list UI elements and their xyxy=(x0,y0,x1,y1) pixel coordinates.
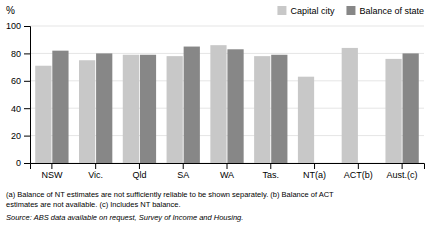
y-tick: 40 xyxy=(11,104,30,114)
x-tick-mark xyxy=(183,163,184,169)
chart: 0 20 40 60 80 100 NSW Vic. Qld SA WA Tas. NT(a) ACT(b… xyxy=(0,0,434,227)
x-tick: ACT(b) xyxy=(344,163,373,180)
y-tick: 20 xyxy=(11,131,30,141)
footnote: (a) Balance of NT estimates are not suff… xyxy=(6,190,334,199)
x-tick-label: Qld xyxy=(132,170,146,180)
x-tick: NSW xyxy=(41,163,63,180)
x-tick: Vic. xyxy=(88,163,103,180)
grid xyxy=(30,26,424,163)
legend: Capital city Balance of state xyxy=(277,6,424,16)
x-tick-mark xyxy=(314,163,315,169)
x-tick-label: SA xyxy=(177,170,189,180)
legend-item: Capital city xyxy=(277,6,335,16)
bar xyxy=(35,66,51,163)
x-tick: Aust.(c) xyxy=(387,163,418,180)
y-tick-mark xyxy=(24,108,30,109)
bar xyxy=(385,59,401,163)
bar xyxy=(298,77,314,163)
y-tick-label: 100 xyxy=(6,21,21,31)
legend-label: Balance of state xyxy=(359,6,424,16)
bar xyxy=(403,53,419,163)
x-tick-mark xyxy=(270,163,271,169)
bar xyxy=(227,49,243,163)
y-tick-label: 40 xyxy=(11,104,21,114)
y-tick: 100 xyxy=(6,21,30,31)
x-tick: Qld xyxy=(132,163,146,180)
x-tick: NT(a) xyxy=(303,163,326,180)
legend-swatch xyxy=(277,6,286,15)
y-tick-mark xyxy=(24,136,30,137)
y-tick-mark xyxy=(24,53,30,54)
x-tick-mark xyxy=(51,163,52,169)
y-tick: 80 xyxy=(11,49,30,59)
x-tick: WA xyxy=(220,163,234,180)
x-axis-line xyxy=(31,164,425,170)
y-tick-label: 80 xyxy=(11,49,21,59)
y-tick-label: 60 xyxy=(11,76,21,86)
bar xyxy=(184,47,200,163)
x-tick-label: Vic. xyxy=(88,170,103,180)
y-tick: 60 xyxy=(11,76,30,86)
y-tick: 0 xyxy=(16,158,30,168)
y-tick-mark xyxy=(24,26,30,27)
x-tick-label: Tas. xyxy=(263,170,280,180)
y-tick-label: 0 xyxy=(16,158,21,168)
x-tick-mark xyxy=(139,163,140,169)
x-tick-mark xyxy=(95,163,96,169)
grid-line xyxy=(30,26,424,27)
legend-swatch xyxy=(346,6,355,15)
x-tick-label: NSW xyxy=(41,170,63,180)
footnote: Source: ABS data available on request, S… xyxy=(6,213,243,222)
x-tick-mark xyxy=(227,163,228,169)
y-axis-label: % xyxy=(6,5,15,16)
x-tick-label: Aust.(c) xyxy=(387,170,418,180)
x-tick-label: ACT(b) xyxy=(344,170,373,180)
bars xyxy=(35,45,419,163)
bar xyxy=(342,48,358,163)
bar xyxy=(140,55,156,163)
bar xyxy=(210,45,226,163)
x-tick: Tas. xyxy=(263,163,280,180)
bar xyxy=(123,55,139,163)
y-axis-line xyxy=(24,27,31,164)
y-axis: 0 20 40 60 80 100 xyxy=(6,21,31,168)
legend-item: Balance of state xyxy=(346,6,424,16)
y-tick-mark xyxy=(24,163,30,164)
bar xyxy=(271,55,287,163)
y-tick-label: 20 xyxy=(11,131,21,141)
bar xyxy=(52,51,68,163)
x-axis: NSW Vic. Qld SA WA Tas. NT(a) ACT(b) Aust.(c) xyxy=(31,163,425,180)
plot: 0 20 40 60 80 100 NSW Vic. Qld SA WA Tas. NT(a) ACT(b… xyxy=(6,21,425,180)
bar xyxy=(167,56,183,163)
y-tick-mark xyxy=(24,81,30,82)
bar xyxy=(96,53,112,163)
bar xyxy=(254,56,270,163)
bar xyxy=(79,60,95,163)
legend-label: Capital city xyxy=(290,6,335,16)
x-tick-mark xyxy=(402,163,403,169)
x-tick: SA xyxy=(177,163,189,180)
x-tick-mark xyxy=(358,163,359,169)
x-tick-label: NT(a) xyxy=(303,170,326,180)
grid-line xyxy=(30,53,424,54)
footnote: estimates are not available. (c) Include… xyxy=(6,200,181,209)
x-tick-label: WA xyxy=(220,170,234,180)
